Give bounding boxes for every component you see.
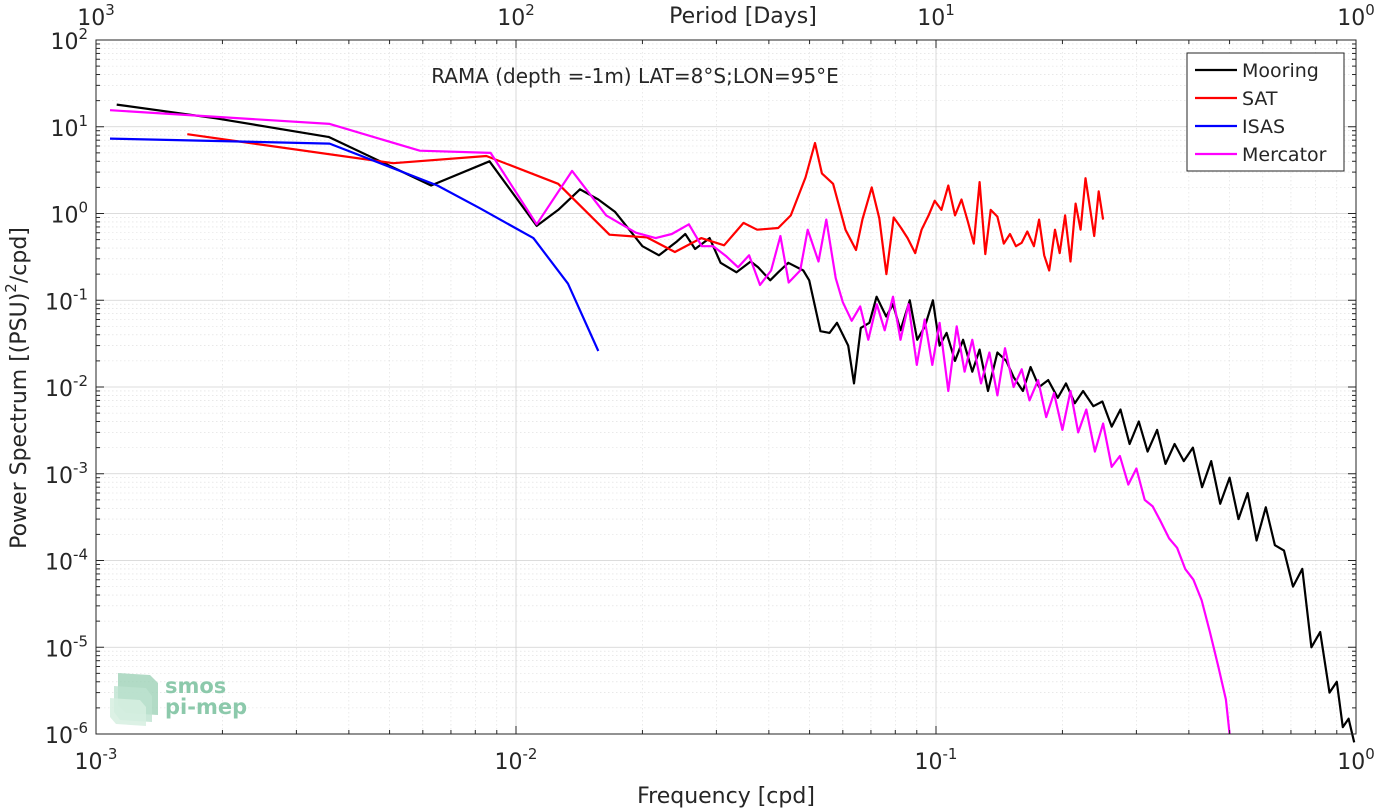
top-x-tick-label-exponent: 2 — [525, 1, 535, 19]
top-x-tick-label: 102 — [497, 1, 535, 31]
y-tick-label-base: 10 — [45, 464, 73, 489]
x-tick-label-base: 10 — [1337, 750, 1365, 775]
legend: Mooring SAT ISAS Mercator — [1186, 52, 1345, 172]
y-tick-label: 10-4 — [45, 546, 88, 576]
y-tick-label-base: 10 — [45, 551, 73, 576]
series-line-isas — [109, 137, 600, 352]
logo-text-pimep: pi-mep — [165, 695, 247, 719]
top-x-tick-label-base: 10 — [1337, 6, 1365, 31]
y-tick-label-base: 10 — [50, 30, 78, 55]
y-tick-label-exponent: 0 — [78, 199, 88, 217]
y-tick-label-exponent: -2 — [73, 372, 88, 390]
y-tick-label: 10-1 — [45, 285, 88, 315]
top-x-tick-label: 103 — [77, 1, 115, 31]
legend-box — [1186, 52, 1345, 172]
ticks-layer — [95, 39, 1357, 735]
y-tick-label-exponent: -5 — [73, 632, 88, 650]
top-x-tick-label-base: 10 — [497, 6, 525, 31]
y-axis-title-sup: 2 — [2, 283, 20, 293]
top-x-tick-label-base: 10 — [77, 6, 105, 31]
chart-title: RAMA (depth =-1m) LAT=8°S;LON=95°E — [431, 64, 839, 88]
y-tick-label-exponent: 2 — [78, 25, 88, 43]
y-tick-label-base: 10 — [45, 637, 73, 662]
y-tick-label-exponent: -3 — [73, 459, 88, 477]
top-x-tick-label-base: 10 — [917, 6, 945, 31]
y-tick-label: 10-2 — [45, 372, 88, 402]
y-tick-label-base: 10 — [50, 117, 78, 142]
top-x-axis-title: Period [Days] — [669, 4, 817, 29]
y-tick-label-exponent: -1 — [73, 285, 88, 303]
x-tick-label-base: 10 — [75, 750, 103, 775]
legend-label-sat: SAT — [1242, 88, 1278, 110]
legend-label-mooring: Mooring — [1242, 60, 1319, 82]
legend-label-isas: ISAS — [1242, 116, 1285, 138]
x-tick-label-exponent: -1 — [943, 745, 958, 763]
y-tick-label: 102 — [50, 25, 88, 55]
smos-pi-mep-logo: smos pi-mep — [110, 673, 247, 726]
series-line-mercator — [109, 109, 1231, 735]
logo-text-smos: smos — [165, 674, 226, 698]
y-axis-title-main: Power Spectrum [(PSU) — [7, 293, 32, 549]
top-x-tick-label-exponent: 3 — [105, 1, 115, 19]
x-axis-title: Frequency [cpd] — [637, 784, 815, 809]
x-tick-label: 10-1 — [915, 745, 958, 775]
y-tick-label: 10-3 — [45, 459, 88, 489]
x-tick-label-base: 10 — [495, 750, 523, 775]
major-grid — [95, 39, 1357, 735]
y-tick-label-base: 10 — [45, 724, 73, 749]
x-tick-label-exponent: -2 — [523, 745, 538, 763]
y-axis-title: Power Spectrum [(PSU)2/cpd] — [2, 227, 32, 549]
y-tick-label-base: 10 — [50, 204, 78, 229]
y-tick-label: 101 — [50, 112, 88, 142]
series-line-mooring — [116, 103, 1356, 743]
x-tick-label-base: 10 — [915, 750, 943, 775]
top-x-tick-label: 100 — [1337, 1, 1375, 31]
y-tick-label: 10-5 — [45, 632, 88, 662]
y-tick-label-exponent: -4 — [73, 546, 88, 564]
y-tick-label: 10-6 — [45, 719, 88, 749]
top-x-tick-label: 101 — [917, 1, 955, 31]
series-line-sat — [187, 133, 1105, 276]
x-tick-label: 100 — [1337, 745, 1375, 775]
y-axis-title-unit: /cpd] — [7, 227, 32, 283]
series-layer — [109, 103, 1356, 743]
y-tick-label: 100 — [50, 199, 88, 229]
top-x-tick-label-exponent: 0 — [1365, 1, 1375, 19]
top-x-tick-label-exponent: 1 — [945, 1, 955, 19]
x-tick-label-exponent: -3 — [103, 745, 118, 763]
x-tick-label: 10-3 — [75, 745, 118, 775]
y-tick-label-exponent: 1 — [78, 112, 88, 130]
y-tick-label-base: 10 — [45, 377, 73, 402]
y-tick-label-base: 10 — [45, 290, 73, 315]
x-tick-label-exponent: 0 — [1365, 745, 1375, 763]
y-tick-label-exponent: -6 — [73, 719, 88, 737]
legend-label-mercator: Mercator — [1242, 144, 1327, 166]
x-tick-label: 10-2 — [495, 745, 538, 775]
